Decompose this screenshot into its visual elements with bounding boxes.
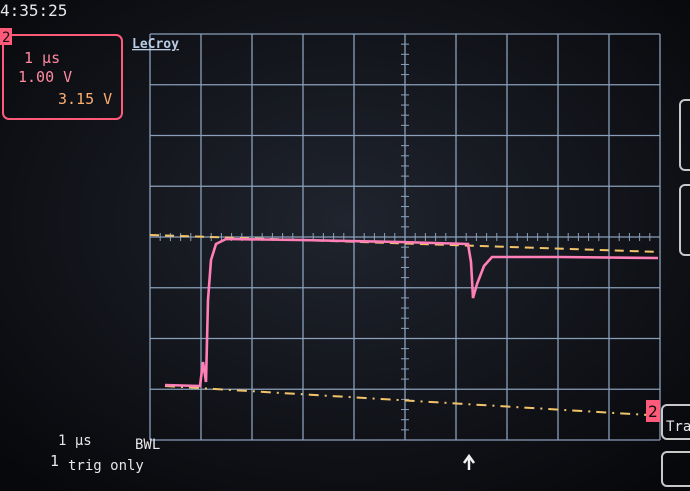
trigger-mode: trig only (68, 458, 144, 474)
side-button[interactable] (661, 404, 690, 440)
offset: 3.15 V (58, 90, 112, 108)
trace-marker-bg (646, 400, 660, 422)
bandwidth-limit: BWL (135, 437, 160, 453)
footer-timebase: 1 μs (58, 433, 92, 449)
trigger-arrow (462, 453, 476, 470)
waveform-trace (164, 237, 659, 388)
channel-badge: 2 (2, 30, 10, 46)
lower-reference-line (164, 385, 649, 416)
upper-reference-line (149, 234, 661, 253)
side-button[interactable] (661, 451, 690, 487)
graticule (149, 33, 661, 441)
clock: 4:35:25 (0, 1, 67, 20)
side-button[interactable] (679, 99, 690, 171)
side-button-label: Tra (666, 419, 690, 435)
side-button[interactable] (679, 184, 690, 256)
channel-box (2, 34, 123, 120)
brand: LeCroy (132, 37, 179, 52)
volts-per-div: 1.00 V (18, 68, 72, 86)
channel-badge-bg (0, 28, 12, 45)
trace-marker: 2 (648, 402, 658, 421)
timebase: 1 μs (24, 49, 60, 67)
trigger-channel: 1 (50, 452, 59, 470)
